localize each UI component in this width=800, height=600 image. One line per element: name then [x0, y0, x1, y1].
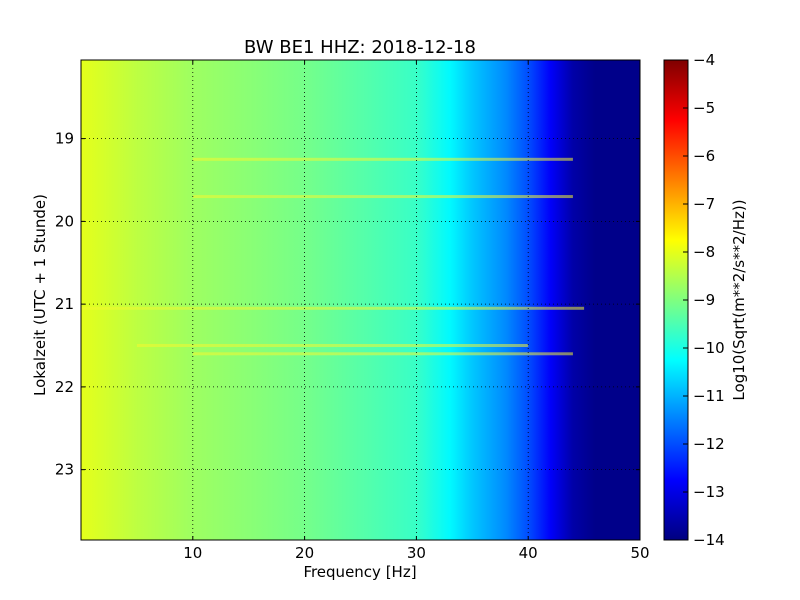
- y-tick-label: 20: [55, 212, 74, 230]
- bright-line-4: [192, 352, 573, 356]
- spectrogram-image: [81, 60, 640, 540]
- bright-line-0: [192, 157, 573, 161]
- y-tick-label: 21: [55, 295, 74, 313]
- y-axis-label: Lokalzeit (UTC + 1 Stunde): [31, 194, 49, 396]
- colorbar-label: Log10(Sqrt(m**2/s**2/Hz)): [730, 199, 748, 400]
- x-tick-label: 40: [519, 544, 538, 562]
- colorbar-tick-label: −11: [693, 387, 725, 405]
- x-tick-label: 30: [407, 544, 426, 562]
- colorbar-tick-label: −7: [693, 195, 715, 213]
- colorbar-tick-label: −4: [693, 51, 715, 69]
- colorbar-tick-label: −9: [693, 291, 715, 309]
- x-tick-label: 20: [295, 544, 314, 562]
- colorbar-tick-label: −8: [693, 243, 715, 261]
- x-axis-label: Frequency [Hz]: [303, 563, 416, 581]
- x-axis: 10 20 30 40 50: [183, 60, 650, 562]
- bright-lines: [81, 157, 585, 356]
- colorbar-tick-label: −12: [693, 435, 725, 453]
- y-tick-label: 23: [55, 461, 74, 479]
- colorbar-tick-label: −14: [693, 531, 725, 549]
- chart-title: BW BE1 HHZ: 2018-12-18: [244, 37, 476, 58]
- colorbar-tick-label: −13: [693, 483, 725, 501]
- y-axis: 19 20 21 22 23: [55, 130, 640, 479]
- y-tick-label: 22: [55, 378, 74, 396]
- colorbar-ticks: −4 −5 −6 −7 −8 −9 −10 −11 −12 −13 −14: [683, 51, 725, 549]
- bright-line-2: [81, 306, 585, 310]
- y-tick-label: 19: [55, 130, 74, 148]
- plot-area: [81, 60, 640, 540]
- colorbar: −4 −5 −6 −7 −8 −9 −10 −11 −12 −13 −14 Log10(Sqrt(m…: [663, 51, 748, 549]
- bright-line-1: [192, 195, 573, 199]
- x-tick-label: 10: [183, 544, 202, 562]
- colorbar-tick-label: −10: [693, 339, 725, 357]
- bright-line-3: [136, 344, 529, 348]
- plot-frame: [80, 59, 641, 541]
- x-tick-label: 50: [630, 544, 649, 562]
- grid: [81, 60, 640, 540]
- colorbar-tick-label: −5: [693, 99, 715, 117]
- colorbar-tick-label: −6: [693, 147, 715, 165]
